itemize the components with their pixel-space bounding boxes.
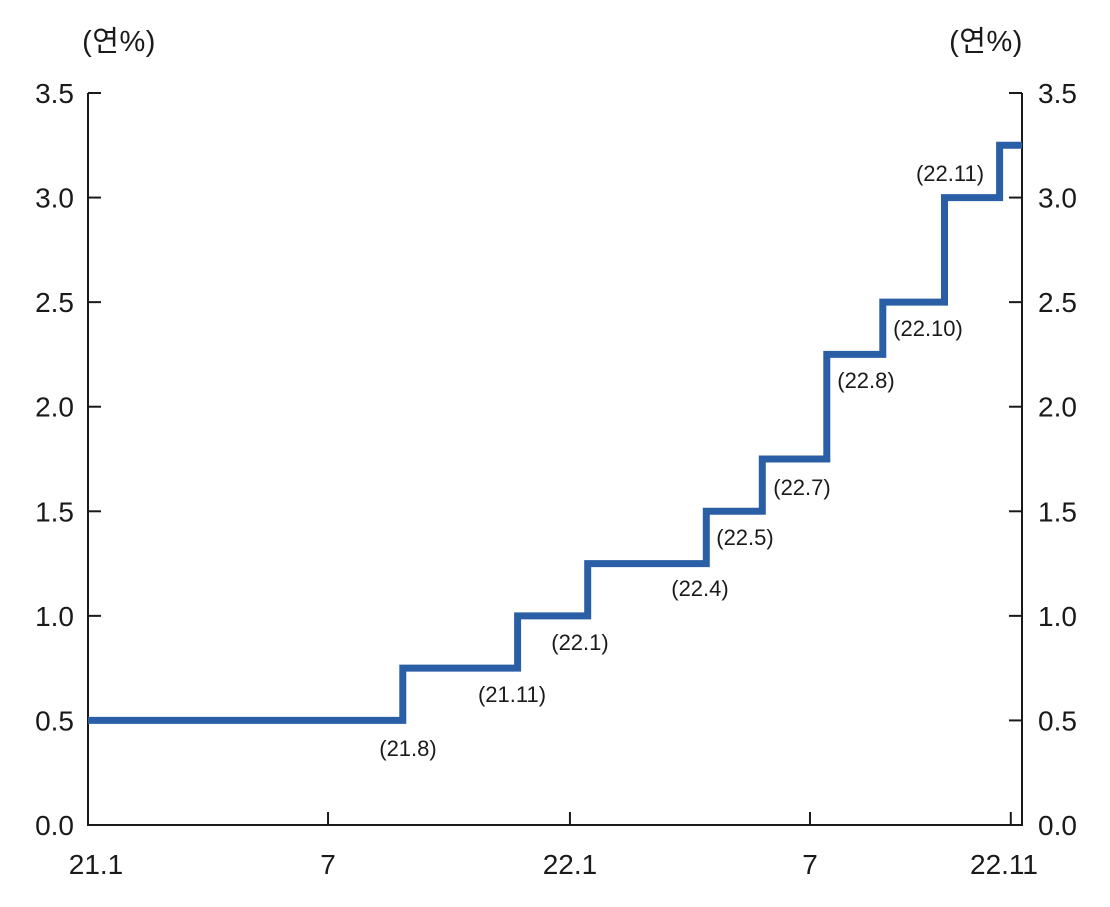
step-annotation: (21.8)	[379, 736, 436, 761]
step-annotation: (22.8)	[837, 368, 894, 393]
y-axis-label-left: 1.5	[35, 496, 74, 527]
step-annotation: (22.4)	[671, 576, 728, 601]
y-axis-unit-label-right: (연%)	[949, 26, 1023, 58]
y-axis-label-left: 2.5	[35, 287, 74, 318]
y-axis-label-right: 1.5	[1038, 496, 1077, 527]
y-axis-label-right: 3.5	[1038, 78, 1077, 109]
step-annotation: (22.5)	[716, 525, 773, 550]
x-axis-label: 7	[802, 849, 818, 880]
x-axis-label: 21.1	[69, 849, 124, 880]
y-axis-label-left: 1.0	[35, 601, 74, 632]
step-annotation: (21.11)	[478, 682, 546, 707]
y-axis-label-left: 0.5	[35, 705, 74, 736]
y-axis-label-left: 3.5	[35, 78, 74, 109]
y-axis-label-left: 2.0	[35, 392, 74, 423]
x-axis-label: 22.1	[543, 849, 598, 880]
y-axis-unit-label-left: (연%)	[82, 26, 156, 58]
step-annotation: (22.1)	[551, 630, 608, 655]
policy-rate-step-line	[88, 141, 1022, 724]
y-axis-label-left: 0.0	[35, 810, 74, 841]
x-axis-label: 22.11	[970, 849, 1038, 880]
step-annotation: (22.10)	[893, 316, 963, 341]
axes-frame	[87, 93, 1023, 826]
y-axis-label-right: 2.5	[1038, 287, 1077, 318]
y-axis-label-right: 0.5	[1038, 705, 1077, 736]
x-axis-label: 7	[320, 849, 336, 880]
y-axis-label-right: 3.0	[1038, 183, 1077, 214]
step-annotation: (22.11)	[916, 161, 984, 186]
step-annotation: (22.7)	[773, 475, 830, 500]
y-axis-label-right: 2.0	[1038, 392, 1077, 423]
y-axis-label-left: 3.0	[35, 183, 74, 214]
y-axis-label-right: 0.0	[1038, 810, 1077, 841]
y-axis-label-right: 1.0	[1038, 601, 1077, 632]
